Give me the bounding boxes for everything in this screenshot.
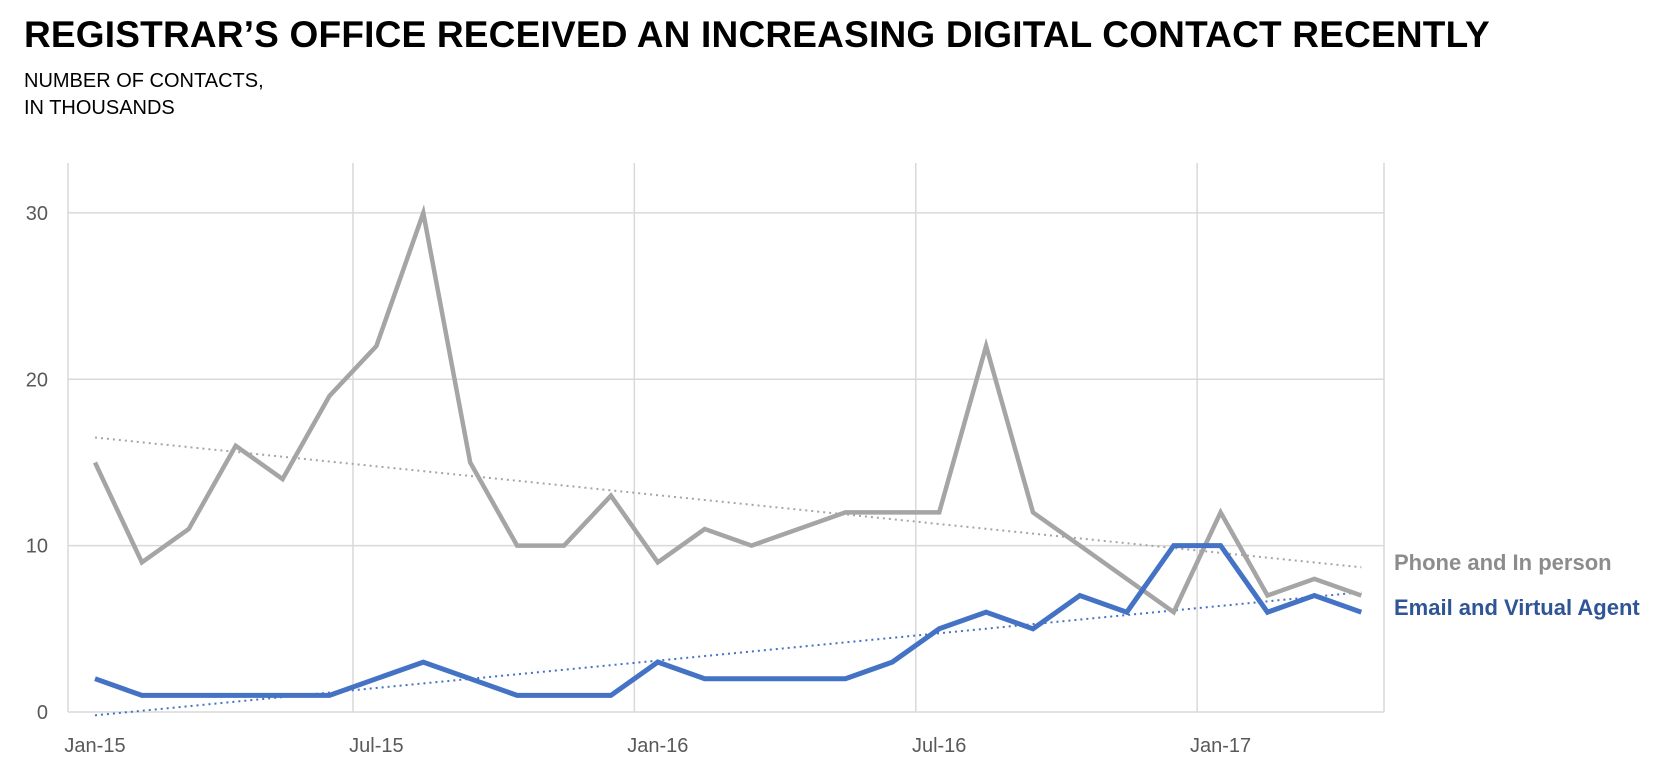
x-tick-label-Jan-17: Jan-17 <box>1190 735 1251 757</box>
series-line-1 <box>94 543 1363 698</box>
x-tick-label-Jul-15: Jul-15 <box>349 735 403 757</box>
series-label-1: Email and Virtual Agent <box>1394 595 1640 620</box>
chart-subtitle: NUMBER OF CONTACTS, IN THOUSANDS <box>24 68 264 122</box>
x-tick-label-Jan-15: Jan-15 <box>64 735 125 757</box>
subtitle-line-1: NUMBER OF CONTACTS, <box>24 70 264 92</box>
trendline-0 <box>94 436 1362 569</box>
chart-title: REGISTRAR’S OFFICE RECEIVED AN INCREASIN… <box>24 14 1490 55</box>
y-tick-label-0: 0 <box>37 702 48 724</box>
trendlines <box>94 436 1362 717</box>
x-tick-label-Jul-16: Jul-16 <box>912 735 966 757</box>
series-line-0 <box>92 204 1363 616</box>
series-label-0: Phone and In person <box>1394 550 1612 575</box>
y-tick-label-10: 10 <box>26 536 48 558</box>
trendline-1 <box>94 591 1362 717</box>
y-axis-ticks: 0 10 20 30 <box>26 203 48 724</box>
x-axis-ticks: Jan-15 Jul-15 Jan-16 Jul-16 Jan-17 <box>64 735 1251 757</box>
gridlines <box>67 163 1385 713</box>
series-lines <box>92 204 1363 698</box>
y-tick-label-20: 20 <box>26 369 48 391</box>
series-labels: Phone and In person Email and Virtual Age… <box>1394 550 1640 620</box>
x-tick-label-Jan-16: Jan-16 <box>627 735 688 757</box>
y-tick-label-30: 30 <box>26 203 48 225</box>
subtitle-line-2: IN THOUSANDS <box>24 97 175 119</box>
